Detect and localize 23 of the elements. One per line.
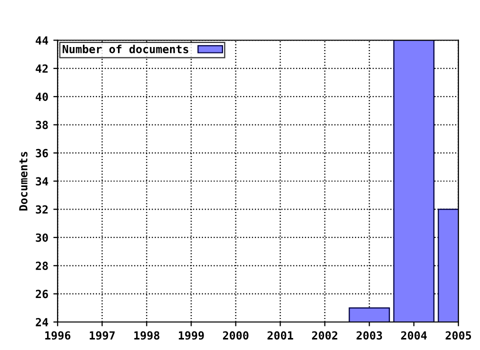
y-tick-label: 40 <box>36 92 48 101</box>
y-tick-label: 24 <box>36 318 48 326</box>
x-tick-label: 2001 <box>268 331 294 340</box>
y-tick-label: 26 <box>36 290 48 298</box>
y-axis-title: Documents <box>19 152 28 210</box>
x-tick-label: 1997 <box>90 331 115 340</box>
x-tick-label: 2002 <box>312 331 338 340</box>
legend-label: Number of documents <box>62 44 188 54</box>
y-tick-label: 30 <box>36 233 48 242</box>
x-tick-label: 2004 <box>401 331 427 340</box>
x-tick-label: 2000 <box>222 331 248 340</box>
x-tick-label: 2003 <box>356 331 382 340</box>
y-tick-label: 44 <box>36 36 48 44</box>
x-tick-label: 2005 <box>446 331 472 340</box>
y-tick-label: 38 <box>36 120 48 130</box>
y-tick-label: 34 <box>36 177 48 186</box>
y-tick-label: 36 <box>36 148 48 158</box>
x-tick-label: 1998 <box>134 331 160 340</box>
x-tick-label: 1999 <box>178 331 204 340</box>
y-tick-label: 28 <box>36 262 48 270</box>
y-tick-label: 42 <box>36 64 48 73</box>
y-tick-label: 32 <box>36 205 48 214</box>
x-tick-label: 1996 <box>45 331 70 340</box>
